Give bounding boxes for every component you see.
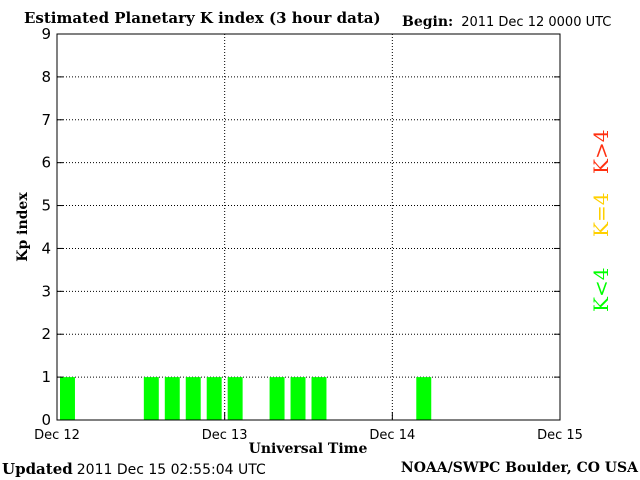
kp-bar	[143, 377, 159, 420]
source-credit: NOAA/SWPC Boulder, CO USA	[400, 460, 638, 476]
y-tick-label: 4	[41, 239, 51, 257]
y-tick-label: 7	[41, 111, 51, 129]
kp-bar	[60, 377, 75, 420]
x-tick-label: Dec 14	[369, 428, 415, 443]
updated-value: 2011 Dec 15 02:55:04 UTC	[76, 462, 266, 478]
y-tick-label: 3	[41, 282, 51, 300]
updated-label: Updated	[2, 460, 73, 478]
kp-bar	[185, 377, 201, 420]
y-ticks: 0 1 2 3 4 5 6 7 8 9	[41, 25, 560, 429]
y-tick-label: 5	[41, 197, 51, 215]
begin-value: 2011 Dec 12 0000 UTC	[461, 15, 612, 30]
x-axis-label: Universal Time	[249, 441, 368, 457]
chart-title: Estimated Planetary K index (3 hour data…	[24, 9, 381, 27]
plot-frame	[56, 33, 561, 421]
kp-bar	[416, 377, 432, 420]
x-tick-label: Dec 12	[34, 428, 80, 443]
y-tick-label: 9	[41, 25, 51, 43]
kp-bar	[311, 377, 327, 420]
legend-high: K>4	[589, 129, 613, 174]
y-tick-label: 2	[41, 325, 51, 343]
kp-bar	[290, 377, 306, 420]
updated-info: Updated 2011 Dec 15 02:55:04 UTC	[2, 460, 266, 478]
legend-low: K<4	[589, 267, 613, 312]
bars-group	[60, 377, 432, 420]
y-axis-label: Kp index	[15, 192, 31, 262]
x-tick-label: Dec 13	[202, 428, 248, 443]
y-tick-label: 1	[41, 368, 51, 386]
grid-lines	[57, 34, 560, 420]
begin-info: Begin: 2011 Dec 12 0000 UTC	[402, 14, 611, 30]
kp-bar	[227, 377, 243, 420]
kp-bar	[164, 377, 180, 420]
legend-mid: K=4	[589, 192, 613, 237]
y-tick-label: 6	[41, 154, 51, 172]
x-tick-label: Dec 15	[537, 428, 583, 443]
y-tick-label: 8	[41, 68, 51, 86]
kp-bar	[269, 377, 285, 420]
begin-label: Begin:	[402, 14, 454, 30]
y-tick-label: 0	[41, 411, 51, 429]
x-ticks: Dec 12 Dec 13 Dec 14 Dec 15	[34, 412, 583, 443]
kp-bar	[206, 377, 222, 420]
